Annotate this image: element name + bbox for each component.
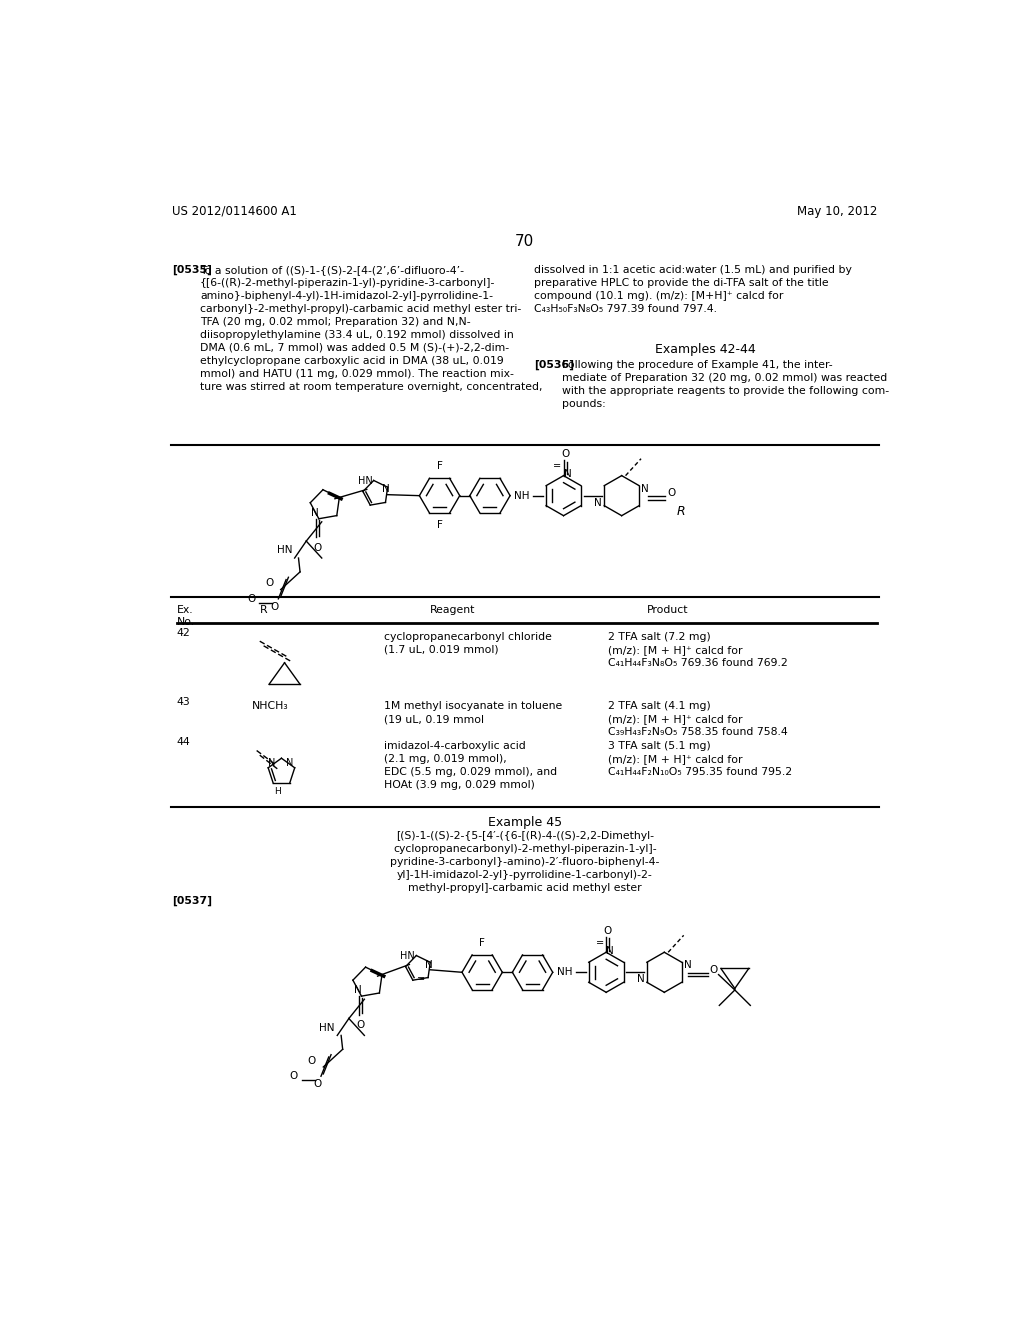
Text: HN: HN <box>357 477 373 486</box>
Text: =: = <box>553 462 561 471</box>
Text: N: N <box>268 758 275 768</box>
Text: R: R <box>676 504 685 517</box>
Text: Following the procedure of Example 41, the inter-
mediate of Preparation 32 (20 : Following the procedure of Example 41, t… <box>562 360 889 409</box>
Text: F: F <box>479 939 485 948</box>
Text: N: N <box>606 945 614 956</box>
Text: 1M methyl isocyanate in toluene
(19 uL, 0.19 mmol: 1M methyl isocyanate in toluene (19 uL, … <box>384 701 562 725</box>
Text: O: O <box>313 1078 322 1089</box>
Text: F: F <box>436 462 442 471</box>
Text: dissolved in 1:1 acetic acid:water (1.5 mL) and purified by
preparative HPLC to : dissolved in 1:1 acetic acid:water (1.5 … <box>535 264 852 314</box>
Text: Ex.
No.: Ex. No. <box>177 605 195 627</box>
Text: [(S)-1-((S)-2-{5-[4′-({6-[(R)-4-((S)-2,2-Dimethyl-
cyclopropanecarbonyl)-2-methy: [(S)-1-((S)-2-{5-[4′-({6-[(R)-4-((S)-2,2… <box>390 832 659 892</box>
Text: [0535]: [0535] <box>172 264 212 275</box>
Text: O: O <box>290 1072 298 1081</box>
Text: =: = <box>596 939 604 948</box>
Text: R: R <box>260 605 267 615</box>
Text: N: N <box>425 960 432 970</box>
Text: H: H <box>274 787 281 796</box>
Text: N: N <box>563 469 571 479</box>
Text: N: N <box>382 484 390 495</box>
Text: NH: NH <box>557 968 572 977</box>
Text: O: O <box>247 594 255 603</box>
Text: Product: Product <box>647 605 689 615</box>
Text: O: O <box>307 1056 315 1065</box>
Text: To a solution of ((S)-1-{(S)-2-[4-(2’,6’-difluoro-4’-
{[6-((R)-2-methyl-piperazi: To a solution of ((S)-1-{(S)-2-[4-(2’,6’… <box>200 264 543 392</box>
Text: HN: HN <box>319 1023 335 1032</box>
Text: NHCH₃: NHCH₃ <box>252 701 289 711</box>
Text: May 10, 2012: May 10, 2012 <box>797 205 878 218</box>
Text: O: O <box>561 449 569 459</box>
Text: [0537]: [0537] <box>172 896 212 907</box>
Text: O: O <box>668 488 676 499</box>
Text: HN: HN <box>276 545 292 556</box>
Text: [0536]: [0536] <box>535 360 574 371</box>
Text: US 2012/0114600 A1: US 2012/0114600 A1 <box>172 205 297 218</box>
Text: imidazol-4-carboxylic acid
(2.1 mg, 0.019 mmol),
EDC (5.5 mg, 0.029 mmol), and
H: imidazol-4-carboxylic acid (2.1 mg, 0.01… <box>384 742 557 789</box>
Text: N: N <box>641 483 649 494</box>
Text: 43: 43 <box>177 697 190 708</box>
Text: cyclopropanecarbonyl chloride
(1.7 uL, 0.019 mmol): cyclopropanecarbonyl chloride (1.7 uL, 0… <box>384 632 552 655</box>
Text: 3 TFA salt (5.1 mg)
(m/z): [M + H]⁺ calcd for
C₄₁H₄₄F₂N₁₀O₅ 795.35 found 795.2: 3 TFA salt (5.1 mg) (m/z): [M + H]⁺ calc… <box>608 742 793 777</box>
Text: HN: HN <box>400 952 415 961</box>
Text: N: N <box>311 508 318 517</box>
Text: N: N <box>353 985 361 995</box>
Text: N: N <box>637 974 644 985</box>
Text: O: O <box>603 927 612 936</box>
Text: 2 TFA salt (7.2 mg)
(m/z): [M + H]⁺ calcd for
C₄₁H₄₄F₃N₈O₅ 769.36 found 769.2: 2 TFA salt (7.2 mg) (m/z): [M + H]⁺ calc… <box>608 632 788 668</box>
Text: N: N <box>286 758 293 768</box>
Text: N: N <box>594 498 602 508</box>
Text: 44: 44 <box>177 738 190 747</box>
Text: N: N <box>684 961 692 970</box>
Text: F: F <box>436 520 442 529</box>
Text: 70: 70 <box>515 234 535 249</box>
Text: O: O <box>356 1020 365 1030</box>
Text: O: O <box>270 602 279 611</box>
Text: O: O <box>710 965 718 975</box>
Text: O: O <box>265 578 273 589</box>
Text: 42: 42 <box>177 628 190 638</box>
Text: Reagent: Reagent <box>430 605 475 615</box>
Text: O: O <box>313 543 322 553</box>
Text: 2 TFA salt (4.1 mg)
(m/z): [M + H]⁺ calcd for
C₃₉H₄₃F₂N₉O₅ 758.35 found 758.4: 2 TFA salt (4.1 mg) (m/z): [M + H]⁺ calc… <box>608 701 788 737</box>
Text: Examples 42-44: Examples 42-44 <box>655 343 756 356</box>
Text: NH: NH <box>514 491 529 500</box>
Text: =: = <box>417 974 425 985</box>
Text: Example 45: Example 45 <box>487 816 562 829</box>
